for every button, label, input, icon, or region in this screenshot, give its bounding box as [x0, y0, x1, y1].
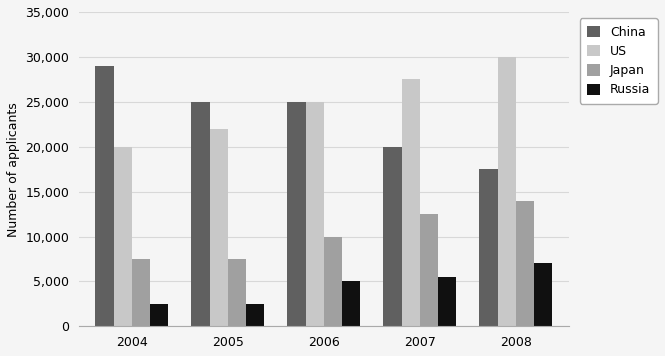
- Bar: [438, 277, 456, 326]
- Bar: [95, 66, 114, 326]
- Bar: [114, 147, 132, 326]
- Bar: [132, 259, 150, 326]
- Bar: [402, 79, 420, 326]
- Bar: [497, 57, 516, 326]
- Bar: [324, 236, 342, 326]
- Bar: [420, 214, 438, 326]
- Bar: [479, 169, 497, 326]
- Bar: [287, 102, 306, 326]
- Bar: [342, 282, 360, 326]
- Bar: [534, 263, 553, 326]
- Bar: [209, 129, 228, 326]
- Bar: [246, 304, 265, 326]
- Bar: [306, 102, 324, 326]
- Bar: [192, 102, 209, 326]
- Y-axis label: Number of applicants: Number of applicants: [7, 102, 20, 236]
- Bar: [384, 147, 402, 326]
- Bar: [150, 304, 168, 326]
- Bar: [228, 259, 246, 326]
- Legend: China, US, Japan, Russia: China, US, Japan, Russia: [580, 18, 658, 104]
- Bar: [516, 200, 534, 326]
